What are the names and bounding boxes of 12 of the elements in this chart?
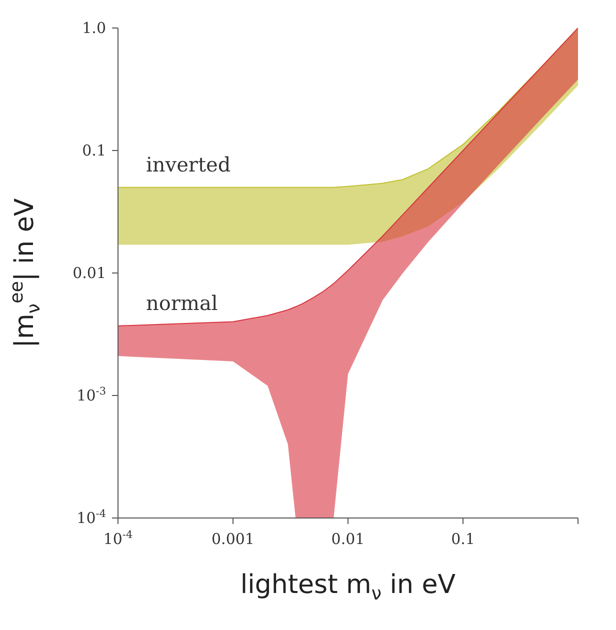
series-label: inverted <box>146 152 231 176</box>
y-axis-title: |mνee| in eV <box>6 198 44 348</box>
y-tick-label: 10$^{-3}$ <box>76 386 106 404</box>
x-tick-label: 0.1 <box>451 530 475 548</box>
y-tick-label: 10$^{-4}$ <box>76 508 106 527</box>
x-tick-label: 10$^{-4}$ <box>103 529 133 548</box>
x-tick-label: 0.001 <box>212 530 254 548</box>
series-label: normal <box>146 290 218 315</box>
x-tick-label: 0.01 <box>331 530 365 548</box>
y-tick-label: 1.0 <box>82 19 106 37</box>
y-tick-label: 0.1 <box>82 142 106 160</box>
y-tick-label: 0.01 <box>72 264 106 282</box>
